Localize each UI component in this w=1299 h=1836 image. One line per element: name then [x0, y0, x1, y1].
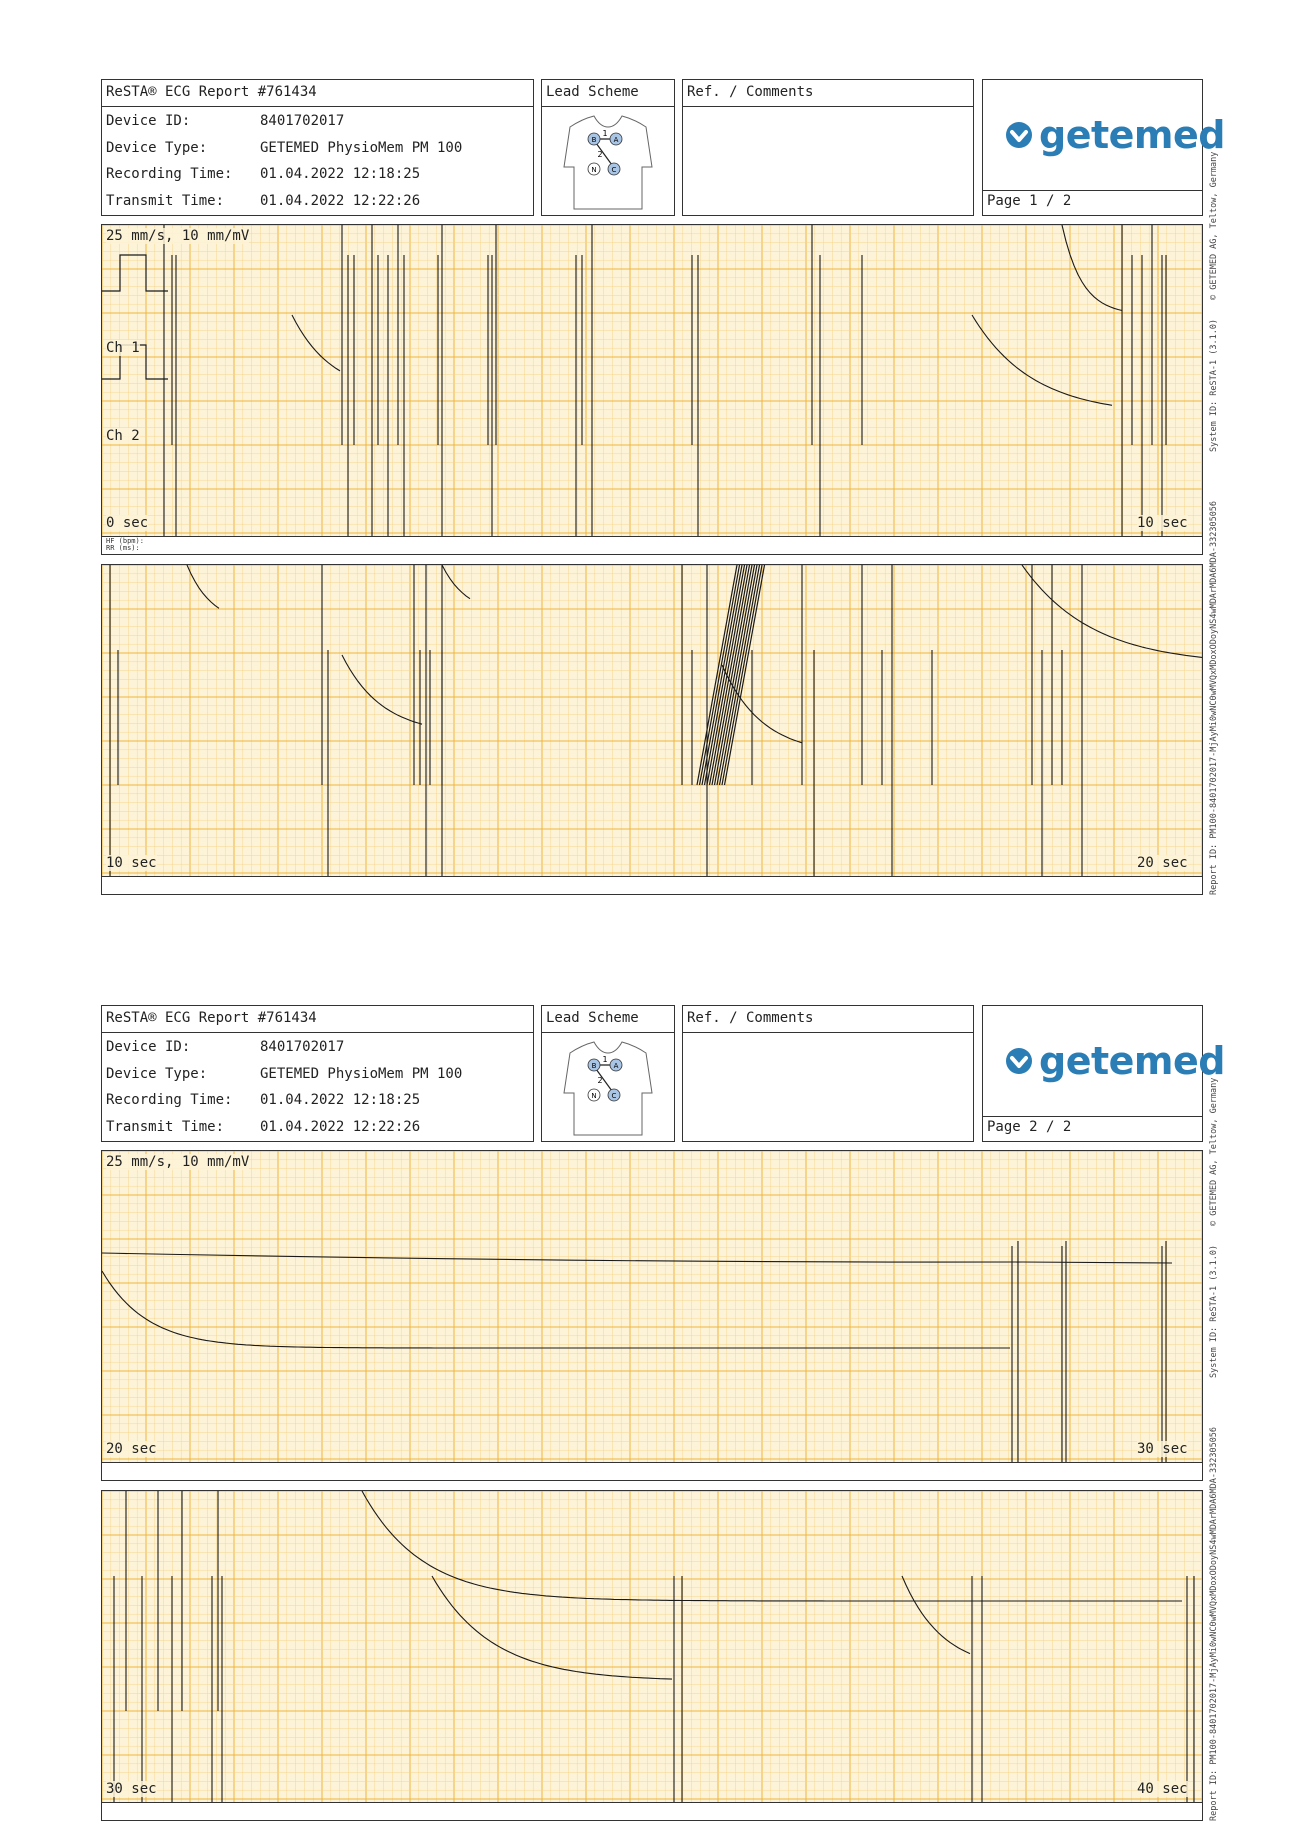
strip-end-time: 10 sec: [1137, 515, 1188, 531]
ecg-strip-20-30s: 25 mm/s, 10 mm/mV 20 sec 30 sec: [101, 1150, 1203, 1481]
strip-start-time: 0 sec: [106, 515, 149, 531]
comments-label: Ref. / Comments: [687, 84, 814, 100]
copyright-side-text: © GETEMED AG, Teltow, Germany: [1209, 1077, 1219, 1226]
device-type-value: GETEMED PhysioMem PM 100: [260, 1066, 463, 1082]
copyright-side-text: © GETEMED AG, Teltow, Germany: [1209, 151, 1219, 300]
ecg-trace: [102, 1241, 1173, 1462]
lead-2-label: 2: [597, 1076, 602, 1085]
ecg-trace: [109, 565, 1202, 876]
comments-box: Ref. / Comments: [682, 1005, 974, 1142]
ecg-strip-30-40s: 30 sec 40 sec: [101, 1490, 1203, 1821]
electrode-b-label: B: [592, 136, 597, 144]
device-id-value: 8401702017: [260, 1039, 345, 1055]
system-id-side-text: System ID: ReSTA-1 (3.1.0): [1209, 318, 1219, 452]
comments-label: Ref. / Comments: [687, 1010, 814, 1026]
strip-end-time: 20 sec: [1137, 855, 1188, 871]
device-type-label: Device Type:: [106, 140, 208, 156]
device-info-box: ReSTA® ECG Report #761434 Device ID: 840…: [101, 1005, 534, 1142]
torso-electrode-icon: B A N C 1 2: [563, 115, 653, 210]
recording-time-label: Recording Time:: [106, 1092, 233, 1108]
system-id-side-text: System ID: ReSTA-1 (3.1.0): [1209, 1244, 1219, 1378]
recording-time-label: Recording Time:: [106, 166, 233, 182]
ecg-strip-10-20s: 10 sec 20 sec: [101, 564, 1203, 895]
device-type-value: GETEMED PhysioMem PM 100: [260, 140, 463, 156]
lead-scheme-label: Lead Scheme: [546, 84, 639, 100]
transmit-time-value: 01.04.2022 12:22:26: [260, 193, 421, 209]
strip-start-time: 30 sec: [106, 1781, 157, 1797]
report-id-side-text: Report ID: PM100-8401702017-MjAyMi0wNC0w…: [1209, 500, 1219, 895]
strip-end-time: 30 sec: [1137, 1441, 1188, 1457]
report-id-side-text: Report ID: PM100-8401702017-MjAyMi0wNC0w…: [1209, 1426, 1219, 1821]
ecg-grid: [102, 225, 1202, 536]
transmit-time-value: 01.04.2022 12:22:26: [260, 1119, 421, 1135]
transmit-time-label: Transmit Time:: [106, 193, 225, 209]
getemed-logo: getemed: [1005, 1042, 1225, 1080]
logo-text: getemed: [1039, 1039, 1225, 1083]
report-title: ReSTA® ECG Report #761434: [106, 1010, 317, 1026]
speed-label: 25 mm/s, 10 mm/mV: [106, 228, 250, 244]
ecg-grid: [102, 565, 1202, 876]
ecg-grid: [102, 1151, 1202, 1462]
channel-2-label: Ch 2: [106, 428, 140, 444]
recording-time-value: 01.04.2022 12:18:25: [260, 1092, 421, 1108]
transmit-time-label: Transmit Time:: [106, 1119, 225, 1135]
logo-text: getemed: [1039, 113, 1225, 157]
report-title: ReSTA® ECG Report #761434: [106, 84, 317, 100]
electrode-n-label: N: [591, 166, 596, 174]
electrode-a-label: A: [614, 1062, 619, 1070]
chevron-circle-icon: [1006, 1048, 1032, 1074]
speed-label: 25 mm/s, 10 mm/mV: [106, 1154, 250, 1170]
electrode-n-label: N: [591, 1092, 596, 1100]
torso-electrode-icon: B A N C 1 2: [563, 1041, 653, 1136]
heart-rate-label: HF (bpm):: [106, 537, 144, 545]
lead-scheme-label: Lead Scheme: [546, 1010, 639, 1026]
ecg-trace: [113, 1491, 1195, 1802]
chevron-circle-icon: [1006, 122, 1032, 148]
electrode-c-label: C: [612, 166, 617, 174]
strip-end-time: 40 sec: [1137, 1781, 1188, 1797]
device-type-label: Device Type:: [106, 1066, 208, 1082]
device-id-label: Device ID:: [106, 1039, 191, 1055]
device-id-value: 8401702017: [260, 113, 345, 129]
lead-1-label: 1: [602, 1055, 607, 1064]
rr-interval-label: RR (ms):: [106, 544, 140, 552]
getemed-logo: getemed: [1005, 116, 1225, 154]
ecg-strip-0-10s: 25 mm/s, 10 mm/mV Ch 1 Ch 2 0 sec 10 sec…: [101, 224, 1203, 555]
page-number: Page 2 / 2: [987, 1119, 1072, 1135]
comments-box: Ref. / Comments: [682, 79, 974, 216]
channel-1-label: Ch 1: [106, 340, 140, 356]
device-info-box: ReSTA® ECG Report #761434 Device ID: 840…: [101, 79, 534, 216]
electrode-c-label: C: [612, 1092, 617, 1100]
strip-start-time: 20 sec: [106, 1441, 157, 1457]
logo-box: getemed Page 1 / 2: [982, 79, 1225, 216]
lead-scheme-box: Lead Scheme B A N C 1 2: [541, 1005, 675, 1142]
lead-2-label: 2: [597, 150, 602, 159]
electrode-a-label: A: [614, 136, 619, 144]
page-number: Page 1 / 2: [987, 193, 1072, 209]
ecg-trace: [102, 225, 1167, 536]
electrode-b-label: B: [592, 1062, 597, 1070]
lead-1-label: 1: [602, 129, 607, 138]
ecg-grid: [102, 1491, 1202, 1802]
logo-box: getemed Page 2 / 2: [982, 1005, 1225, 1142]
lead-scheme-box: Lead Scheme B A N C 1 2: [541, 79, 675, 216]
recording-time-value: 01.04.2022 12:18:25: [260, 166, 421, 182]
strip-start-time: 10 sec: [106, 855, 157, 871]
device-id-label: Device ID:: [106, 113, 191, 129]
